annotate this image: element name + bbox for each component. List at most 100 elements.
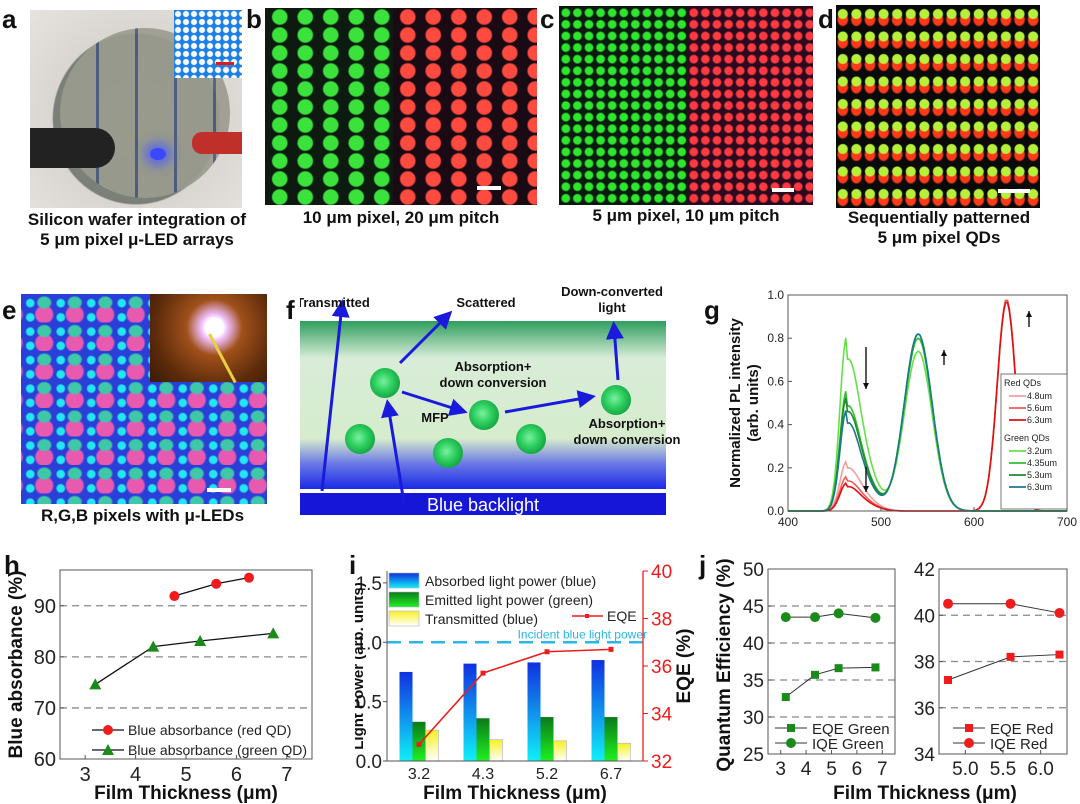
legend-marker — [964, 738, 974, 748]
eqe-point — [416, 741, 422, 747]
y-tick-label-right: 40 — [651, 562, 672, 583]
panel-a-caption: Silicon wafer integration of 5 μm pixel … — [8, 210, 266, 251]
backlight-to-qd-arrow — [381, 399, 406, 504]
rgb-pixels-photo — [21, 294, 267, 504]
panel-d-letter: d — [818, 4, 834, 34]
green-qd-pixels — [836, 5, 1040, 208]
data-point — [871, 663, 880, 672]
bar — [604, 717, 618, 761]
legend-label: IQE Red — [990, 736, 1048, 753]
caption-line: Silicon wafer integration of — [27, 210, 247, 229]
y-tick-label: 42 — [914, 560, 935, 581]
bar — [540, 717, 554, 761]
data-point — [1005, 598, 1016, 609]
y-tick-label: 34 — [914, 745, 936, 766]
data-point — [780, 612, 791, 623]
pl-spectrum-chart: 0.00.20.40.60.81.0400500600700Wavelenght… — [727, 288, 1077, 529]
y-tick-label: 0.0 — [356, 752, 382, 773]
series-line — [785, 666, 876, 698]
x-tick-label: 5 — [180, 764, 191, 786]
scale-bar — [207, 488, 231, 492]
series-line — [174, 577, 250, 597]
bar — [412, 721, 426, 761]
data-point — [1054, 607, 1065, 618]
y-tick-label: 90 — [34, 596, 56, 618]
panel-g-letter: g — [704, 295, 720, 325]
sequential-qd-photo — [836, 5, 1040, 208]
silicon-wafer-photo — [30, 10, 242, 208]
scattered-arrow — [398, 310, 453, 365]
y-tick-label: 70 — [34, 698, 56, 720]
down-converted-label-2: light — [598, 300, 626, 315]
legend-label: 6.3um — [1027, 482, 1052, 492]
eqe-point — [608, 646, 614, 652]
y-tick-label: 40 — [743, 634, 764, 655]
legend-label: Blue absorbance (red QD) — [128, 722, 291, 738]
quantum-dot — [433, 438, 463, 468]
x-tick-label: 6 — [852, 759, 863, 780]
quantum-dot — [516, 424, 546, 454]
eqe-line — [418, 648, 612, 745]
x-tick-label: 4 — [130, 764, 141, 786]
x-tick-label: 700 — [1057, 515, 1077, 529]
inset-white-light-photo — [150, 294, 267, 384]
legend-label: Emitted light power (green) — [425, 592, 593, 608]
down-converted-label-1: Down-converted — [561, 285, 663, 299]
y-tick-label-right: 36 — [651, 657, 672, 678]
scale-bar — [772, 188, 794, 192]
x-tick-label: 500 — [871, 515, 891, 529]
legend-group-title: Red QDs — [1004, 378, 1042, 388]
probe-wire — [208, 333, 237, 384]
x-tick-label: 600 — [964, 515, 984, 529]
legend-label: 6.3um — [1027, 415, 1052, 425]
bar — [489, 739, 503, 762]
legend-marker — [786, 738, 796, 748]
y-tick-label: 30 — [743, 708, 764, 729]
scattered-label: Scattered — [456, 295, 515, 310]
data-point — [833, 608, 844, 619]
transmitted-label: Transmitted — [300, 295, 370, 310]
panel-f-letter: f — [286, 295, 295, 325]
data-point — [870, 612, 881, 623]
bar — [399, 671, 413, 761]
panel-d-caption: Sequentially patterned 5 μm pixel QDs — [826, 208, 1052, 249]
absorption-label-2a: Absorption+ — [589, 416, 666, 431]
y-tick-label: 80 — [34, 647, 56, 669]
legend-marker — [103, 725, 113, 735]
legend-label: IQE Green — [812, 736, 884, 753]
scale-bar — [216, 62, 234, 65]
x-tick-label: 400 — [778, 515, 798, 529]
y-tick-label: 0.5 — [356, 693, 382, 714]
x-tick-label: 6.0 — [1027, 759, 1053, 780]
data-point — [781, 693, 790, 702]
y-tick-label: 1.0 — [356, 633, 382, 654]
panel-c-caption: 5 μm pixel, 10 μm pitch — [592, 206, 780, 225]
legend-marker — [102, 744, 114, 755]
x-tick-label: 5 — [826, 759, 837, 780]
data-point — [1055, 650, 1064, 659]
x-axis-label: Film Thickness (μm) — [94, 783, 278, 804]
panel-i-letter: i — [349, 550, 357, 580]
panel-b-caption: 10 μm pixel, 20 μm pitch — [302, 208, 500, 227]
data-point — [169, 591, 180, 602]
y-tick-label: 25 — [743, 745, 764, 766]
y-tick-label: 1.0 — [767, 288, 784, 302]
x-tick-label: 5.2 — [536, 766, 558, 783]
series-line — [948, 603, 1060, 614]
y-axis-label: Light Power (arb. units) — [355, 582, 367, 750]
legend-label: 4.35um — [1027, 458, 1057, 468]
data-point — [211, 578, 222, 589]
panel-c-letter: c — [540, 4, 555, 34]
green-pixels — [559, 6, 687, 205]
panel-b-letter: b — [246, 4, 262, 34]
legend-marker — [965, 724, 973, 732]
absorption-arrow — [504, 390, 596, 414]
legend-label: EQE Red — [990, 721, 1053, 738]
legend-label: 5.6um — [1027, 403, 1052, 413]
series-line — [947, 654, 1060, 681]
legend-swatch — [388, 591, 420, 608]
x-axis-label: Film Thickness (μm) — [833, 783, 1017, 804]
bar — [617, 742, 631, 762]
y-tick-label: 0.0 — [767, 504, 784, 518]
